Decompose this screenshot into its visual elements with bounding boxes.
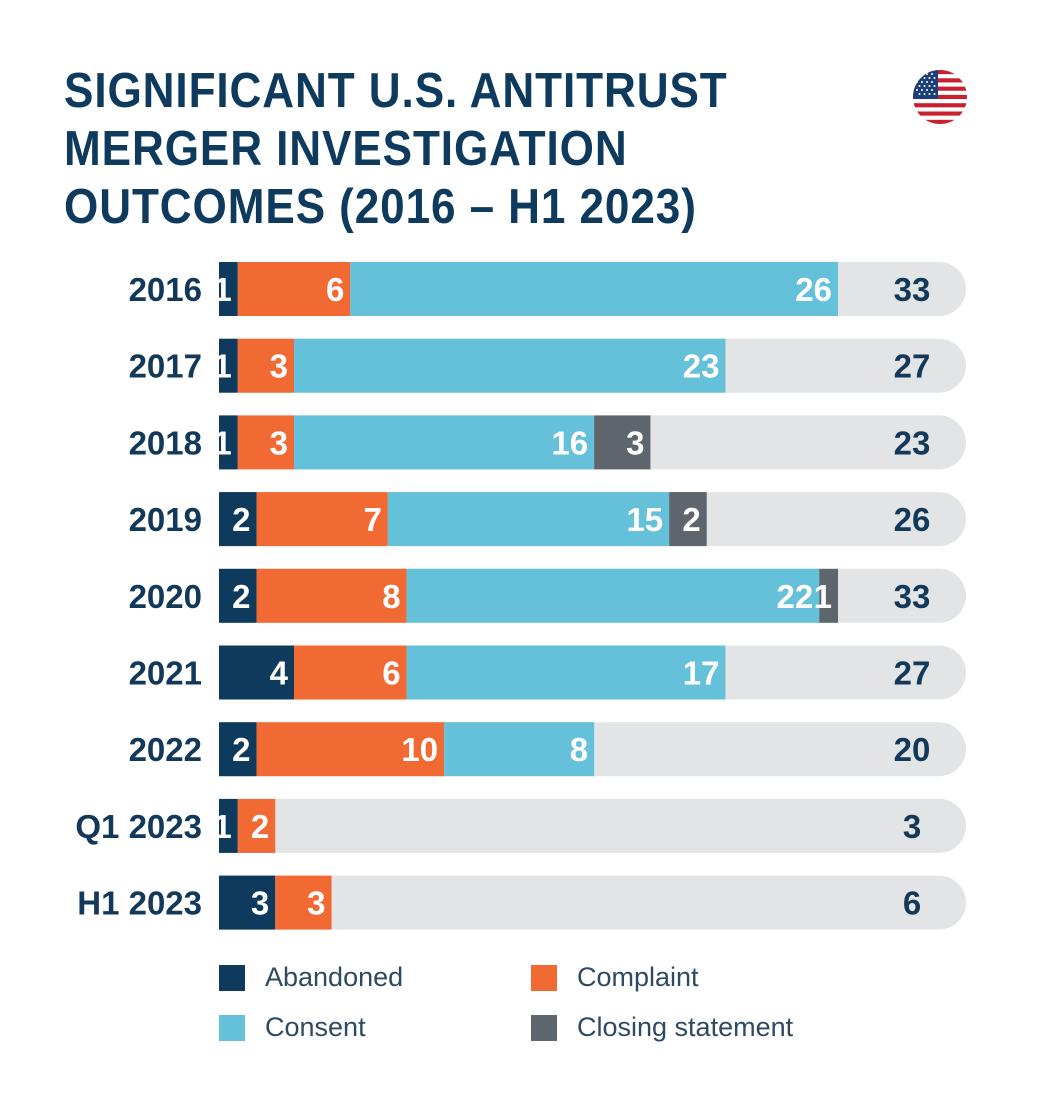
data-label-abandoned: 1 (213, 424, 231, 461)
title-line: SIGNIFICANT U.S. ANTITRUST (64, 64, 728, 118)
data-label-closing-statement: 2 (682, 501, 700, 538)
legend-label-complaint: Complaint (577, 962, 699, 992)
data-label-abandoned: 1 (213, 808, 231, 845)
bar-track (219, 798, 966, 853)
data-label-consent: 26 (795, 271, 832, 308)
bar-segment-complaint (256, 568, 407, 623)
bar-track (219, 875, 966, 930)
data-label-complaint: 6 (326, 271, 344, 308)
total-label: 23 (894, 424, 931, 461)
legend-item-closing-statement: Closing statement (531, 1012, 793, 1043)
bar-segment-abandoned (219, 645, 295, 700)
bar-segment-consent (350, 262, 838, 316)
total-label: 3 (903, 808, 921, 845)
category-label: 2022 (129, 731, 202, 768)
total-label: 33 (894, 271, 931, 308)
chart-title: SIGNIFICANT U.S. ANTITRUST MERGER INVEST… (64, 62, 748, 236)
total-label: 27 (894, 348, 931, 385)
bar-segment-abandoned (219, 262, 238, 316)
legend-item-consent: Consent (219, 1012, 366, 1043)
category-label: 2020 (129, 578, 202, 615)
data-label-complaint: 2 (251, 808, 269, 845)
bar-segment-closing-statement (819, 568, 838, 623)
data-label-abandoned: 2 (232, 731, 250, 768)
data-label-complaint: 3 (270, 424, 288, 461)
total-label: 27 (894, 655, 931, 692)
legend: Abandoned Complaint Consent Closing stat… (219, 960, 859, 1050)
category-label: 2016 (129, 271, 202, 308)
data-label-closing-statement: 3 (626, 424, 644, 461)
bar-segment-consent (406, 568, 820, 623)
total-label: 20 (894, 731, 931, 768)
data-label-consent: 16 (551, 424, 588, 461)
bar-segment-abandoned (219, 798, 238, 853)
bar-segment-abandoned (219, 568, 257, 623)
title-line: OUTCOMES (2016 – H1 2023) (64, 180, 697, 234)
total-label: 6 (903, 885, 921, 922)
bar-segment-complaint (237, 262, 351, 316)
data-label-abandoned: 1 (213, 348, 231, 385)
total-label: 33 (894, 578, 931, 615)
data-label-complaint: 3 (307, 885, 325, 922)
category-label: Q1 2023 (75, 808, 202, 845)
bar-segment-abandoned (219, 415, 238, 470)
data-label-consent: 8 (570, 731, 588, 768)
bar-segment-consent (294, 338, 726, 393)
data-label-consent: 17 (683, 655, 720, 692)
category-label: 2021 (129, 655, 202, 692)
data-label-abandoned: 2 (232, 578, 250, 615)
data-label-closing-statement: 1 (814, 578, 832, 615)
bar-segment-complaint (275, 875, 332, 930)
category-label: 2017 (129, 348, 202, 385)
legend-label-consent: Consent (265, 1012, 366, 1042)
data-label-abandoned: 3 (251, 885, 269, 922)
legend-label-abandoned: Abandoned (265, 962, 404, 992)
category-label: 2019 (129, 501, 202, 538)
legend-label-closing-statement: Closing statement (577, 1012, 794, 1042)
bar-segment-consent (406, 645, 726, 700)
data-label-consent: 22 (777, 578, 814, 615)
bar-segment-closing-statement (669, 492, 707, 547)
category-label: 2018 (129, 424, 202, 461)
bar-segment-complaint (256, 492, 388, 547)
legend-swatch-complaint (531, 964, 557, 991)
data-label-complaint: 7 (363, 501, 381, 538)
bar-segment-abandoned (219, 338, 238, 393)
data-label-complaint: 10 (401, 731, 438, 768)
bar-segment-consent (294, 415, 595, 470)
data-label-abandoned: 4 (270, 655, 289, 692)
bar-segment-abandoned (219, 492, 257, 547)
title-line: MERGER INVESTIGATION (64, 122, 628, 176)
data-label-consent: 15 (626, 501, 663, 538)
bar-segment-abandoned (219, 722, 257, 777)
total-label: 26 (894, 501, 931, 538)
legend-item-abandoned: Abandoned (219, 962, 403, 993)
legend-swatch-closing-statement (531, 1014, 557, 1041)
data-label-complaint: 6 (382, 655, 400, 692)
data-label-consent: 23 (683, 348, 720, 385)
category-label: H1 2023 (77, 885, 202, 922)
bar-segment-complaint (237, 798, 276, 853)
legend-item-complaint: Complaint (531, 962, 699, 993)
bar-segment-consent (444, 722, 595, 777)
data-label-abandoned: 1 (213, 271, 231, 308)
bar-segment-complaint (237, 338, 295, 393)
legend-swatch-abandoned (219, 964, 245, 991)
us-flag-icon (913, 70, 967, 124)
data-label-complaint: 8 (382, 578, 400, 615)
legend-swatch-consent (219, 1014, 245, 1041)
data-label-complaint: 3 (270, 348, 288, 385)
bar-segment-complaint (256, 722, 445, 777)
bar-segment-complaint (237, 415, 295, 470)
bar-segment-consent (387, 492, 670, 547)
bar-segment-closing-statement (594, 415, 651, 470)
bar-segment-abandoned (219, 875, 276, 930)
bar-segment-complaint (294, 645, 407, 700)
data-label-abandoned: 2 (232, 501, 250, 538)
